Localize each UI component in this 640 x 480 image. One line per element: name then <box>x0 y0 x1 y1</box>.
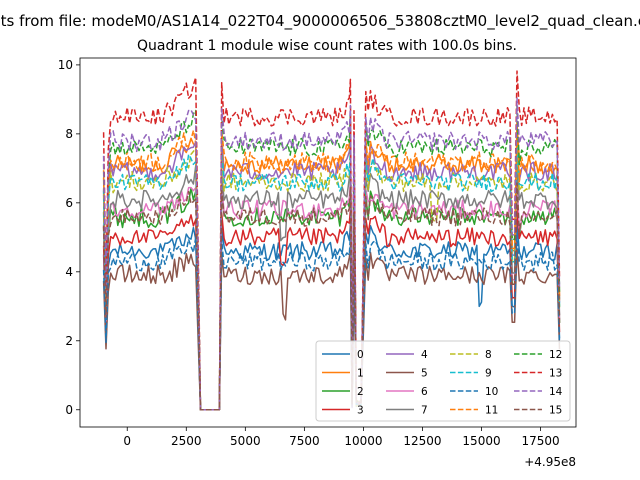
legend-label-2: 2 <box>357 386 364 398</box>
legend-label-6: 6 <box>421 386 428 398</box>
x-tick-label: 15000 <box>462 434 500 448</box>
series-line-12 <box>102 105 561 411</box>
legend-label-11: 11 <box>485 405 498 417</box>
series-line-0 <box>102 220 561 411</box>
x-offset-label: +4.95e8 <box>524 455 576 469</box>
legend-box <box>315 340 571 422</box>
series-line-14 <box>102 97 561 411</box>
series-line-7 <box>102 163 561 411</box>
plot-frame <box>79 57 577 428</box>
y-tick-label: 6 <box>65 196 73 210</box>
legend-label-9: 9 <box>485 368 492 380</box>
legend-label-7: 7 <box>421 405 428 417</box>
series-line-9 <box>102 143 561 411</box>
figure-suptitle: Plots from file: modeM0/AS1A14_022T04_90… <box>0 12 640 31</box>
series-line-11 <box>102 120 561 411</box>
legend-label-3: 3 <box>357 405 364 417</box>
series-line-10 <box>102 232 561 411</box>
x-tick-label: 17500 <box>521 434 559 448</box>
x-tick-label: 0 <box>123 434 131 448</box>
x-tick-label: 12500 <box>403 434 441 448</box>
series-line-5 <box>102 248 561 411</box>
series-layer <box>102 70 561 411</box>
legend-label-13: 13 <box>549 368 562 380</box>
chart-title: Quadrant 1 module wise count rates with … <box>137 38 517 54</box>
legend-label-12: 12 <box>549 349 562 361</box>
x-tick-label: 10000 <box>344 434 382 448</box>
y-tick-label: 10 <box>58 58 73 72</box>
y-tick-label: 8 <box>65 127 73 141</box>
y-tick-label: 4 <box>65 265 73 279</box>
legend-label-15: 15 <box>549 405 562 417</box>
y-axis: 0 2 4 6 8 10 <box>58 58 80 417</box>
series-line-15 <box>102 182 561 411</box>
legend-label-10: 10 <box>485 386 498 398</box>
series-line-4 <box>102 132 561 411</box>
legend-label-4: 4 <box>421 349 428 361</box>
legend-label-0: 0 <box>357 349 364 361</box>
series-line-8 <box>102 143 561 411</box>
series-line-3 <box>102 205 561 411</box>
x-tick-label: 2500 <box>171 434 202 448</box>
x-tick-label: 5000 <box>230 434 261 448</box>
legend-label-14: 14 <box>549 386 563 398</box>
legend-label-1: 1 <box>357 368 364 380</box>
series-line-13 <box>102 70 561 411</box>
y-tick-label: 2 <box>65 334 73 348</box>
x-tick-label: 7500 <box>289 434 320 448</box>
y-tick-label: 0 <box>65 403 73 417</box>
x-axis: 0 2500 5000 7500 10000 12500 15000 17500 <box>123 427 560 448</box>
legend-label-5: 5 <box>421 368 428 380</box>
legend-label-8: 8 <box>485 349 492 361</box>
